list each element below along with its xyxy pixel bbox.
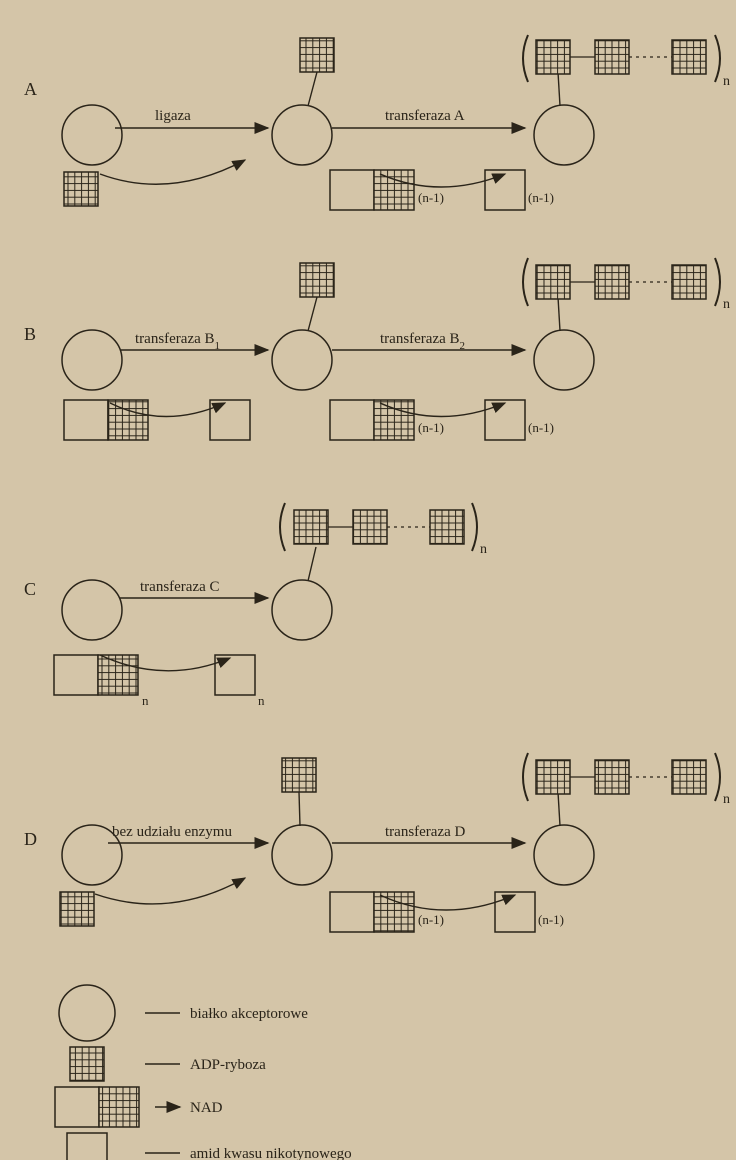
acceptor-protein-icon	[272, 825, 332, 885]
curved-arrow	[95, 878, 245, 904]
paren-right	[715, 35, 720, 82]
adp-ribose-icon	[536, 265, 570, 299]
legend-grid-icon	[70, 1047, 104, 1081]
acceptor-protein-icon	[272, 580, 332, 640]
adp-ribose-icon	[60, 892, 94, 926]
adp-ribose-icon	[64, 172, 98, 206]
section-A: A ligaza (n-1) (n-1) transferaza A n	[24, 35, 730, 210]
acceptor-protein-icon	[534, 330, 594, 390]
adp-ribose-icon	[672, 265, 706, 299]
acceptor-protein-icon	[534, 825, 594, 885]
adp-ribose-icon	[595, 265, 629, 299]
annotation: (n-1)	[528, 190, 554, 205]
reaction-label: transferaza D	[385, 824, 466, 840]
section-C: C n n transferaza C n	[24, 503, 487, 708]
svg-text:n: n	[723, 792, 730, 807]
adp-ribose-icon	[672, 760, 706, 794]
section-label-D: D	[24, 829, 37, 849]
diagram-page: A ligaza (n-1) (n-1) transferaza A n B t…	[0, 0, 736, 1160]
adp-ribose-icon	[430, 510, 464, 544]
reaction-label: bez udziału enzymu	[112, 824, 232, 840]
reaction-label: transferaza A	[385, 108, 465, 124]
nad-icon	[330, 892, 414, 932]
paren-left	[523, 35, 528, 82]
diagram-svg: A ligaza (n-1) (n-1) transferaza A n B t…	[0, 0, 736, 1160]
svg-text:n: n	[723, 297, 730, 312]
section-label-C: C	[24, 579, 36, 599]
svg-text:n: n	[480, 542, 487, 557]
section-D: D bez udziału enzymu (n-1) (n-1) transfe…	[24, 753, 730, 932]
reaction-label: ligaza	[155, 108, 191, 124]
adp-ribose-icon	[300, 38, 334, 72]
adp-ribose-icon	[672, 40, 706, 74]
reaction-label: transferaza C	[140, 579, 220, 595]
amide-icon	[495, 892, 535, 932]
section-label-B: B	[24, 324, 36, 344]
legend-label: amid kwasu nikotynowego	[190, 1146, 352, 1160]
legend-label: białko akceptorowe	[190, 1006, 308, 1022]
legend-circle-icon	[59, 985, 115, 1041]
bond-line	[308, 72, 317, 106]
adp-ribose-icon	[282, 758, 316, 792]
adp-ribose-icon	[300, 263, 334, 297]
adp-ribose-icon	[536, 40, 570, 74]
amide-icon	[210, 400, 250, 440]
legend-nad-empty	[55, 1087, 99, 1127]
legend-label: ADP-ryboza	[190, 1057, 266, 1073]
annotation: (n-1)	[538, 912, 564, 927]
legend-label: NAD	[190, 1100, 223, 1116]
legend-amide-icon	[67, 1133, 107, 1160]
legend: białko akceptorowe ADP-ryboza NAD amid k…	[55, 985, 352, 1160]
nad-icon	[330, 170, 414, 210]
nad-icon	[54, 655, 138, 695]
acceptor-protein-icon	[62, 330, 122, 390]
acceptor-protein-icon	[534, 105, 594, 165]
section-label-A: A	[24, 79, 37, 99]
curved-arrow	[100, 160, 245, 184]
reaction-label: transferaza B1	[135, 331, 220, 352]
annotation: n	[142, 693, 149, 708]
adp-ribose-icon	[294, 510, 328, 544]
annotation: (n-1)	[418, 190, 444, 205]
adp-ribose-icon	[353, 510, 387, 544]
subscript-n: n	[723, 74, 730, 89]
adp-ribose-icon	[595, 760, 629, 794]
adp-ribose-icon	[536, 760, 570, 794]
acceptor-protein-icon	[272, 105, 332, 165]
nad-icon	[64, 400, 148, 440]
annotation: (n-1)	[418, 912, 444, 927]
acceptor-protein-icon	[62, 580, 122, 640]
nad-icon	[330, 400, 414, 440]
annotation: (n-1)	[528, 420, 554, 435]
bond-line	[558, 72, 560, 106]
annotation: n	[258, 693, 265, 708]
amide-icon	[485, 400, 525, 440]
reaction-label: transferaza B2	[380, 331, 465, 352]
amide-icon	[485, 170, 525, 210]
adp-ribose-icon	[595, 40, 629, 74]
legend-nad-grid	[99, 1087, 139, 1127]
acceptor-protein-icon	[62, 105, 122, 165]
annotation: (n-1)	[418, 420, 444, 435]
section-B: B transferaza B1 (n-1) (n-1) transferaza…	[24, 258, 730, 440]
acceptor-protein-icon	[272, 330, 332, 390]
